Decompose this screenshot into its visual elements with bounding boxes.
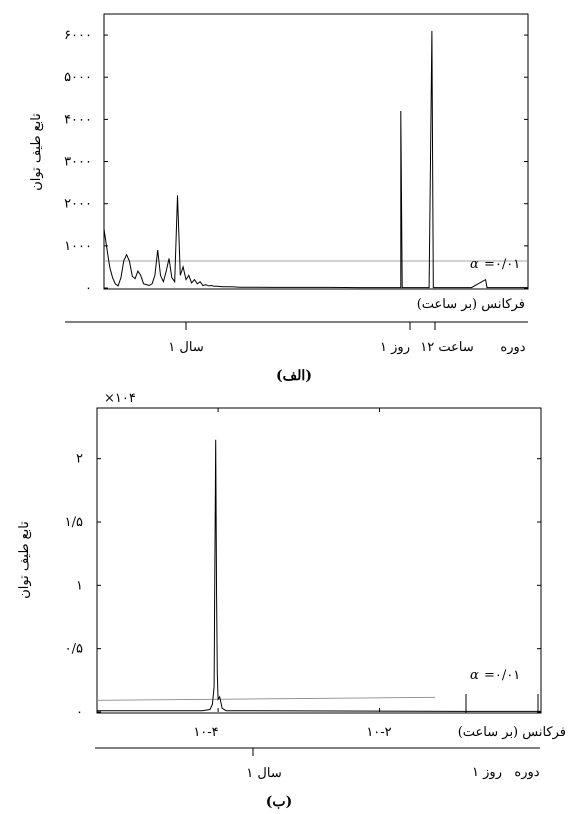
panel-b-x-tick-label: ۱۰-۴	[193, 725, 218, 740]
panel-a-series-line	[103, 30, 528, 289]
panel-b-x-tick-label: ۱۰-۲	[366, 725, 391, 740]
panel-a-y-tick-label: ۳۰۰۰	[64, 155, 92, 170]
panel-b-y-ticks: ۰ ۰/۵ ۱ ۱/۵ ۲	[65, 408, 541, 720]
panel-b-y-tick-label: ۰	[76, 705, 83, 720]
panel-a-alpha-symbol: α	[470, 257, 479, 272]
panel-a-plot-frame	[103, 13, 529, 290]
panel-b-y-tick-label: ۲	[76, 452, 83, 467]
panel-a-x-axis-label: فرکانس (بر ساعت)	[417, 297, 525, 312]
panel-b-alpha-value: =۰/۰۱	[484, 668, 520, 683]
panel-a-period-title: دوره	[500, 340, 525, 355]
panel-b-y-tick-label: ۱/۵	[65, 515, 83, 530]
panel-b-period-title: دوره	[514, 765, 539, 780]
panel-b-significance-line	[96, 696, 436, 701]
panel-b-y-axis-label: تابع طیف توان	[17, 521, 32, 599]
panel-a-y-tick-label: ۴۰۰۰	[64, 112, 92, 127]
panel-a-period-year-label: ۱ سال	[168, 340, 203, 355]
panel-b-multiplier-label: ×۱۰۴	[104, 391, 136, 406]
panel-b-period-year-label: ۱ سال	[246, 766, 281, 781]
panel-a-period-day-label: ۱ روز	[380, 340, 410, 355]
panel-b-caption: (ب)	[266, 794, 292, 810]
panel-b-period-day-label: ۱ روز	[472, 765, 502, 780]
panel-b-plot-frame	[96, 407, 542, 714]
panel-b-alpha-symbol: α	[470, 668, 479, 683]
panel-a-y-tick-label: ۶۰۰۰	[64, 28, 92, 43]
panel-a-y-tick-label: ۰	[85, 281, 92, 296]
panel-b-series-line	[97, 439, 541, 712]
panel-a-y-ticks: ۰ ۱۰۰۰ ۲۰۰۰ ۳۰۰۰ ۴۰۰۰ ۵۰۰۰ ۶۰۰۰	[64, 28, 528, 296]
panel-a-period-12h-label: ۱۲ ساعت	[420, 340, 474, 355]
panel-a-y-tick-label: ۵۰۰۰	[64, 70, 92, 85]
panel-b-x-axis-label: فرکانس (بر ساعت)	[458, 725, 566, 740]
panel-a: ۰ ۱۰۰۰ ۲۰۰۰ ۳۰۰۰ ۴۰۰۰ ۵۰۰۰ ۶۰۰۰ α =۰/۰۱ تابع ط…	[29, 13, 529, 384]
panel-a-y-axis-label: تابع طیف توان	[29, 113, 44, 191]
panel-b-y-tick-label: ۱	[76, 578, 83, 593]
panel-b: ×۱۰۴ ۰ ۰/۵ ۱ ۱/۵ ۲ α =۰/۰۱ ۱۰-۴ ۱۰-۲ تابع طی…	[17, 391, 566, 810]
panel-a-alpha-value: =۰/۰۱	[484, 257, 520, 272]
panel-a-y-tick-label: ۱۰۰۰	[64, 239, 92, 254]
panel-a-y-tick-label: ۲۰۰۰	[64, 197, 92, 212]
panel-b-y-tick-label: ۰/۵	[65, 642, 83, 657]
panel-a-caption: (الف)	[276, 368, 312, 384]
